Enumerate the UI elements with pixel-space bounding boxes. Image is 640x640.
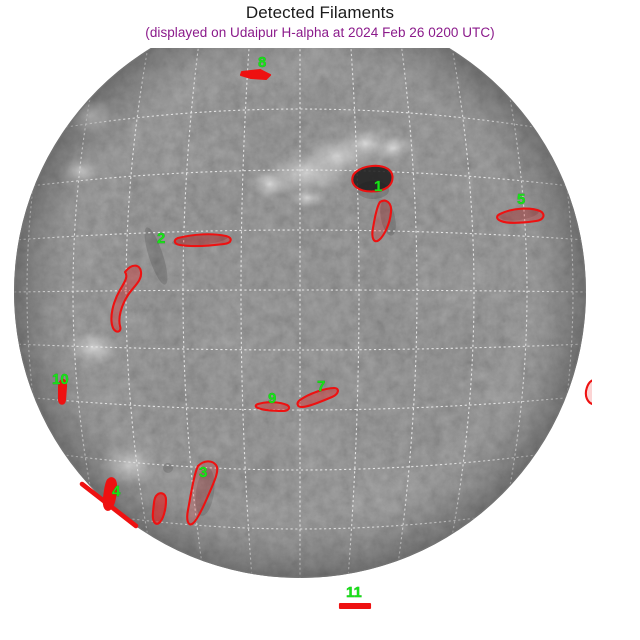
disk-limb [14,48,586,578]
filament-contour-4b [151,492,168,525]
filament-label-11: 11 [346,584,362,601]
filament-contour-1 [351,164,394,193]
filament-contour-8 [239,68,272,81]
figure-title-block: Detected Filaments (displayed on Udaipur… [0,2,640,42]
solar-disk-plot: 8 2 1 5 6 10 9 7 4 3 11 [14,48,592,610]
filament-label-5: 5 [517,191,525,208]
filament-labels: 8 2 1 5 6 10 9 7 4 3 11 [52,54,592,601]
page-title: Detected Filaments [245,3,395,22]
figure-subtitle: (displayed on Udaipur H-alpha at 2024 Fe… [145,25,495,40]
filament-contour-11 [338,602,372,610]
filament-contour-10 [57,378,68,405]
filament-contour-6 [584,379,592,405]
filament-contour-7 [296,386,339,409]
filament-label-2: 2 [157,230,165,247]
filament-contour-3 [186,460,219,526]
solar-disk [14,48,586,578]
filament-contours [57,68,592,610]
filament-contour-1b [371,199,393,243]
filament-contour-4c [79,481,139,529]
solar-disk-container: 8 2 1 5 6 10 9 7 4 3 11 [8,48,592,632]
filament-label-1: 1 [374,178,382,195]
filament-label-9: 9 [268,390,276,407]
filament-label-8: 8 [258,54,266,71]
filament-label-3: 3 [199,464,207,481]
filament-contour-9 [254,401,291,413]
filament-contour-5 [496,207,545,224]
filament-label-7: 7 [317,378,325,395]
filament-contour-2a [110,264,143,333]
filament-label-10: 10 [52,371,69,388]
filament-contour-2b [173,233,232,248]
filament-label-4: 4 [112,483,121,500]
limb-darkening [14,48,586,578]
